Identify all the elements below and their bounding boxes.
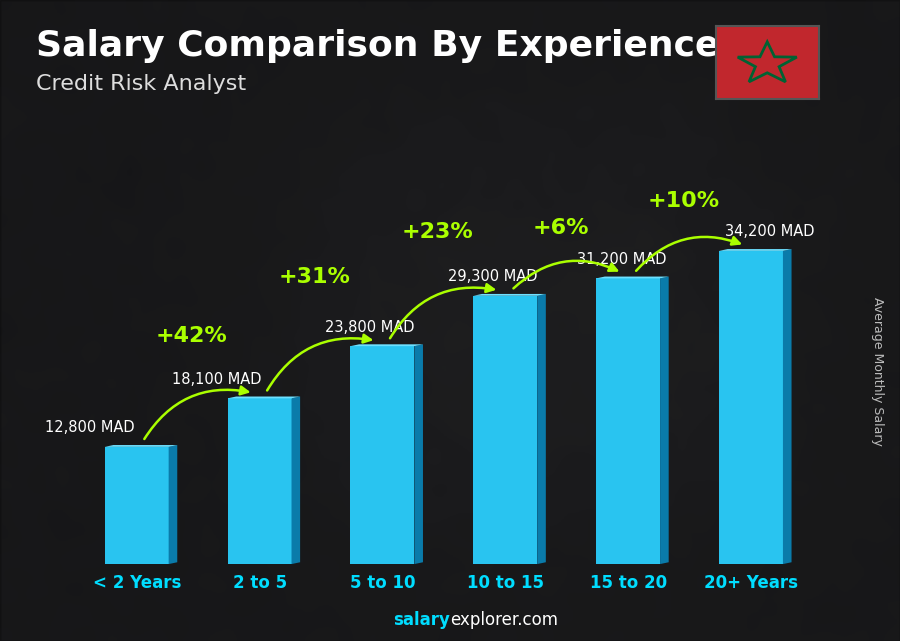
Polygon shape (104, 445, 177, 447)
Polygon shape (660, 276, 669, 564)
Text: +23%: +23% (401, 222, 473, 242)
Text: Average Monthly Salary: Average Monthly Salary (871, 297, 884, 446)
Polygon shape (783, 249, 791, 564)
Text: Salary Comparison By Experience: Salary Comparison By Experience (36, 29, 719, 63)
Text: +6%: +6% (532, 218, 589, 238)
Text: 29,300 MAD: 29,300 MAD (448, 269, 538, 284)
Text: 12,800 MAD: 12,800 MAD (45, 420, 135, 435)
Polygon shape (537, 294, 545, 564)
Polygon shape (719, 249, 791, 251)
Text: 23,800 MAD: 23,800 MAD (326, 320, 415, 335)
Polygon shape (414, 344, 423, 564)
Text: +31%: +31% (279, 267, 351, 287)
Polygon shape (168, 445, 177, 564)
Polygon shape (473, 294, 545, 296)
Text: explorer.com: explorer.com (450, 612, 558, 629)
Bar (228, 398, 292, 564)
Text: Credit Risk Analyst: Credit Risk Analyst (36, 74, 246, 94)
Bar (104, 447, 168, 564)
Text: 34,200 MAD: 34,200 MAD (724, 224, 814, 239)
Polygon shape (596, 276, 669, 278)
Text: +10%: +10% (647, 190, 719, 210)
Bar (473, 296, 537, 564)
Text: salary: salary (393, 612, 450, 629)
Polygon shape (228, 397, 300, 398)
Text: +42%: +42% (156, 326, 228, 346)
Polygon shape (350, 344, 423, 346)
Text: 18,100 MAD: 18,100 MAD (172, 372, 261, 387)
Bar (350, 346, 414, 564)
Bar (719, 251, 783, 564)
Text: 31,200 MAD: 31,200 MAD (577, 252, 667, 267)
Polygon shape (292, 397, 300, 564)
Bar (596, 278, 660, 564)
